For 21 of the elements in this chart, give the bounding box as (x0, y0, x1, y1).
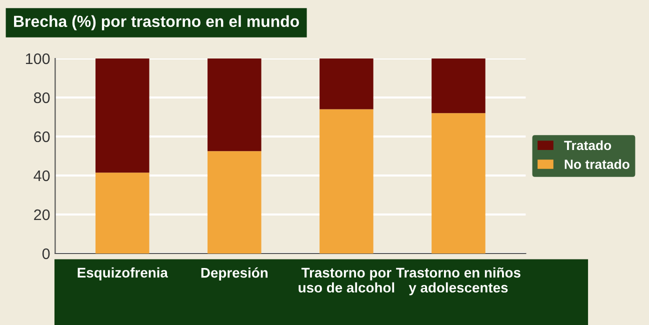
bar (320, 58, 374, 110)
y-tick-label: 20 (34, 209, 50, 220)
y-tick-label: 60 (34, 131, 50, 142)
bar (432, 113, 486, 254)
legend-label: No tratado (564, 159, 630, 169)
bar (432, 58, 486, 114)
bar (208, 58, 262, 152)
y-tick-label: 40 (34, 170, 50, 182)
x-tick-label: Trastorno en niños y adolescentes (396, 267, 520, 296)
y-tick-label: 80 (34, 92, 50, 104)
bar (320, 109, 374, 254)
bar (95, 58, 150, 173)
bar (95, 172, 150, 254)
bar (208, 151, 262, 254)
y-tick-label: 0 (42, 248, 50, 260)
x-tick-label: Esquizofrenia (78, 267, 168, 280)
x-tick-label: Depresión (201, 267, 268, 280)
legend-label: Tratado (564, 140, 612, 150)
y-tick-label: 100 (26, 53, 50, 64)
x-tick-label: Trastorno por uso de alcohol (298, 268, 394, 293)
chart-title: Brecha (%) por trastorno en el mundo (14, 15, 299, 30)
